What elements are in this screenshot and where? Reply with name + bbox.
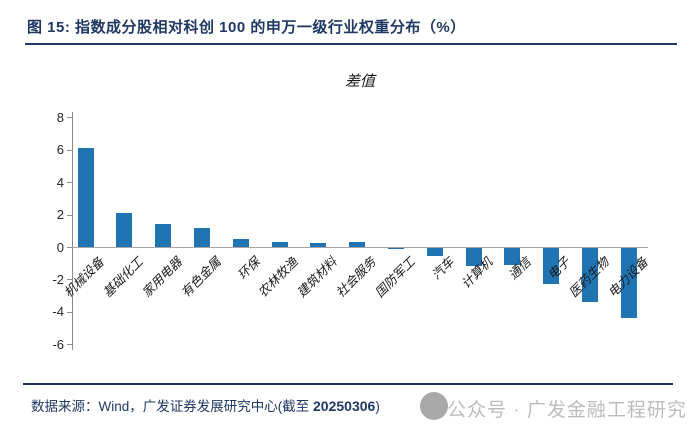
y-tick-mark bbox=[67, 182, 72, 184]
x-axis-label: 有色金属 bbox=[177, 254, 224, 301]
footer-divider bbox=[23, 383, 673, 385]
bar-汽车 bbox=[426, 247, 443, 256]
bar-环保 bbox=[232, 238, 249, 247]
x-axis-label: 基础化工 bbox=[100, 254, 147, 301]
source-date: 20250306 bbox=[313, 398, 376, 414]
y-tick-mark bbox=[67, 311, 72, 313]
data-source-note: 数据来源：Wind，广发证券发展研究中心(截至 20250306) bbox=[31, 395, 380, 415]
y-tick-label: -6 bbox=[52, 336, 64, 352]
bar-家用电器 bbox=[155, 223, 172, 247]
chart-title: 差值 bbox=[344, 72, 375, 90]
bar-机械设备 bbox=[77, 148, 94, 247]
y-tick-label: 0 bbox=[56, 239, 64, 255]
bar-通信 bbox=[504, 247, 521, 265]
y-tick-mark bbox=[67, 344, 72, 346]
bar-建筑材料 bbox=[310, 242, 327, 247]
y-axis-line bbox=[72, 112, 73, 350]
bar-计算机 bbox=[465, 247, 482, 267]
header-divider bbox=[25, 43, 677, 45]
bar-电力设备 bbox=[620, 247, 637, 319]
x-axis-label: 机械设备 bbox=[61, 254, 108, 301]
bar-基础化工 bbox=[116, 212, 133, 247]
y-tick-mark bbox=[67, 214, 72, 216]
x-axis-label: 环保 bbox=[234, 254, 263, 283]
y-tick-label: 2 bbox=[56, 207, 64, 223]
x-axis-label: 汽车 bbox=[428, 254, 457, 283]
x-axis-label: 计算机 bbox=[458, 254, 496, 292]
y-tick-mark bbox=[67, 279, 72, 281]
wechat-logo-icon bbox=[420, 392, 448, 420]
bar-电子 bbox=[543, 247, 560, 285]
zero-axis-line bbox=[72, 247, 648, 248]
source-suffix: ) bbox=[375, 399, 380, 414]
x-axis-label: 国防军工 bbox=[371, 254, 418, 301]
bar-农林牧渔 bbox=[271, 242, 288, 247]
y-tick-mark bbox=[67, 149, 72, 151]
y-tick-label: 4 bbox=[56, 174, 64, 190]
x-axis-label: 建筑材料 bbox=[294, 254, 341, 301]
source-text: 数据来源：Wind，广发证券发展研究中心(截至 bbox=[31, 399, 314, 414]
watermark-text: 公众号 · 广发金融工程研究 bbox=[447, 400, 687, 421]
y-tick-mark bbox=[67, 247, 72, 248]
bar-社会服务 bbox=[349, 242, 366, 247]
bar-医药生物 bbox=[581, 247, 598, 303]
y-tick-mark bbox=[67, 117, 72, 119]
y-tick-label: 6 bbox=[56, 142, 64, 158]
y-tick-label: 8 bbox=[56, 109, 64, 125]
y-tick-label: -4 bbox=[52, 304, 64, 320]
x-axis-label: 农林牧渔 bbox=[255, 254, 302, 301]
y-tick-label: -2 bbox=[52, 271, 64, 287]
bar-有色金属 bbox=[193, 227, 210, 247]
x-axis-label: 家用电器 bbox=[138, 254, 185, 301]
x-axis-label: 社会服务 bbox=[332, 254, 379, 301]
figure-title: 图 15: 指数成分股相对科创 100 的申万一级行业权重分布（%） bbox=[27, 19, 466, 36]
